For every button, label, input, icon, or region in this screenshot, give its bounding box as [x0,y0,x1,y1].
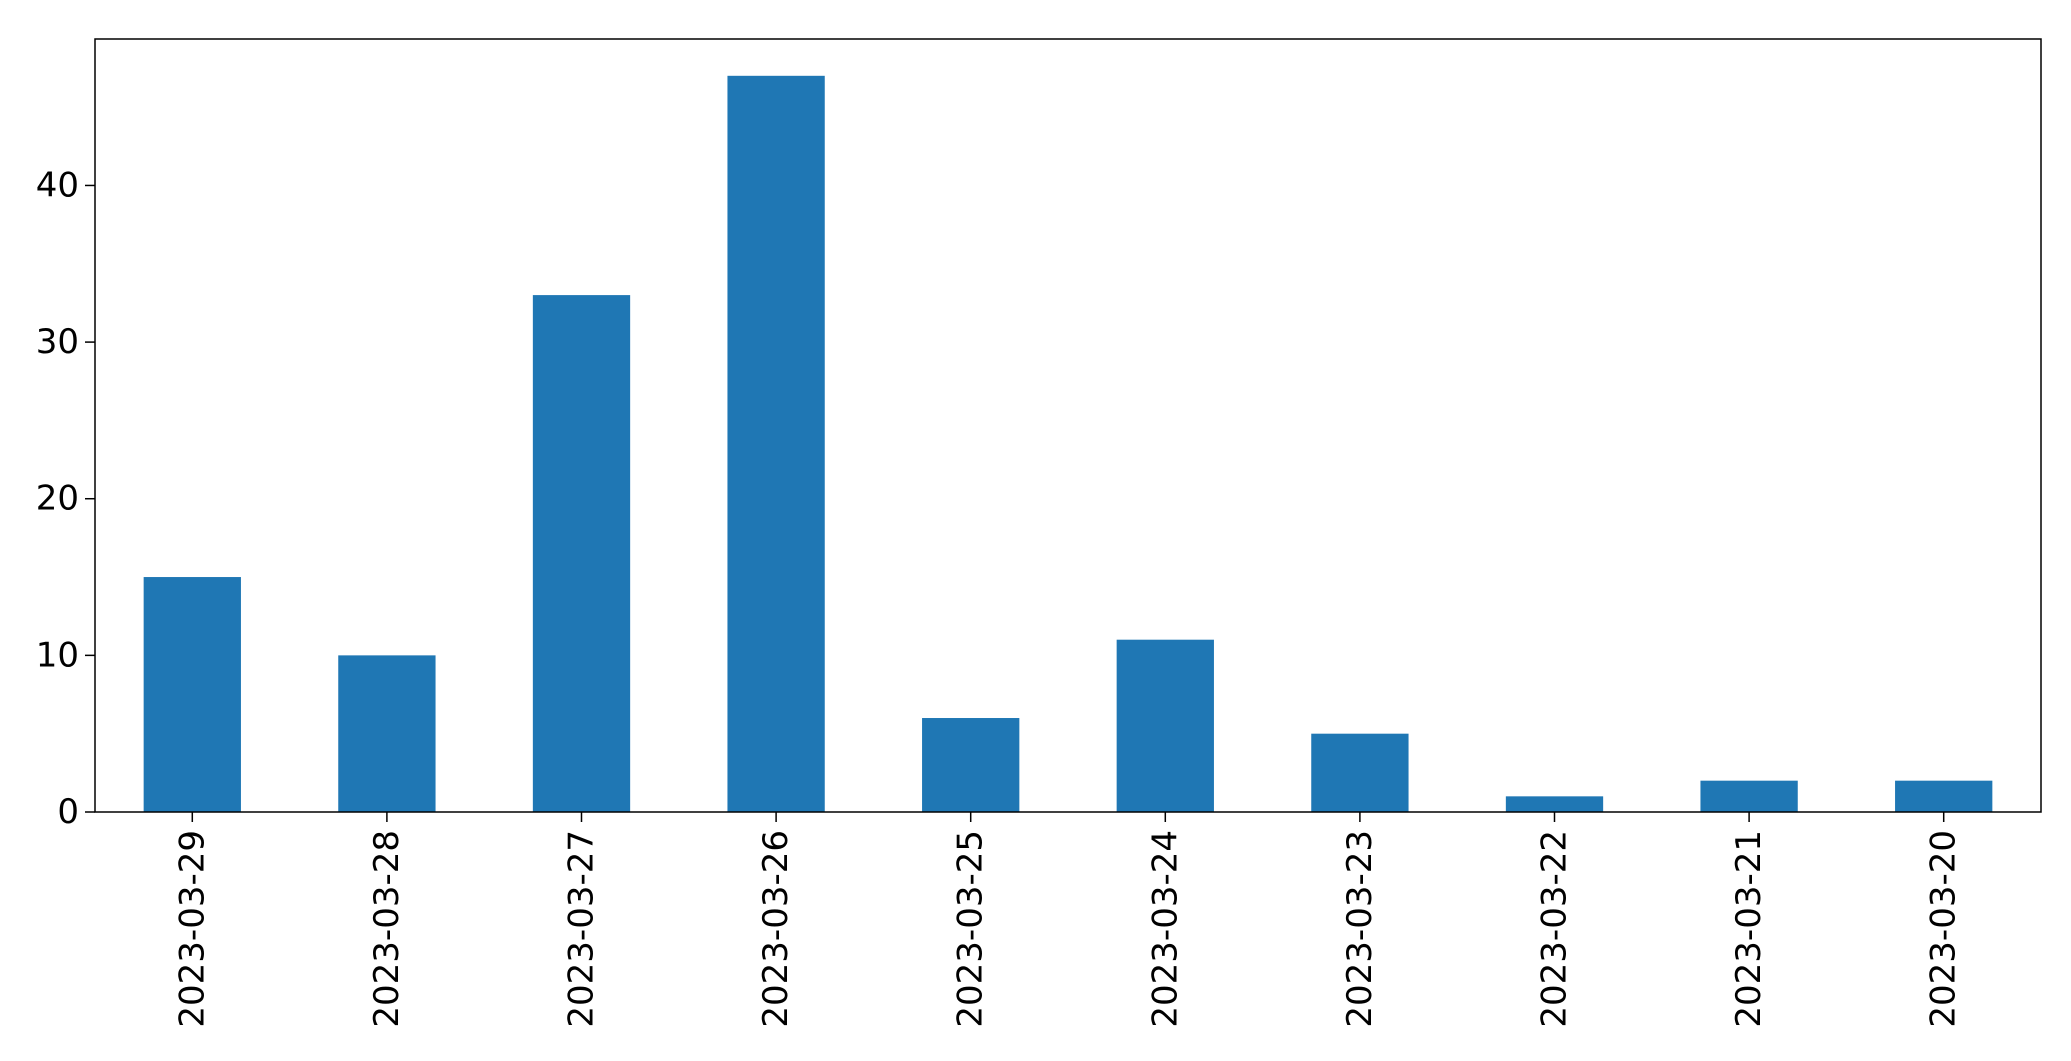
y-axis: 0 10 20 30 40 [36,165,95,832]
x-tick-label: 2023-03-24 [1145,830,1185,1028]
bar [532,295,631,812]
bar [1700,780,1798,812]
bar [922,718,1020,812]
bar [1505,796,1604,812]
y-tick-label: 20 [36,479,79,519]
y-tick-label: 0 [57,792,79,832]
x-tick-label: 2023-03-25 [951,830,991,1028]
bar [727,75,825,813]
y-tick-label: 10 [36,635,79,675]
bars-group [143,75,1993,813]
bar [338,655,436,812]
bar [1311,733,1409,812]
x-tick-label: 2023-03-20 [1924,830,1964,1028]
x-tick-label: 2023-03-26 [756,830,796,1028]
x-tick-label: 2023-03-23 [1340,830,1380,1028]
x-tick-label: 2023-03-29 [172,830,212,1028]
bar [1116,639,1214,812]
plot-frame [94,38,2042,813]
x-tick-label: 2023-03-21 [1729,830,1769,1028]
x-axis: 2023-03-29 2023-03-28 2023-03-27 2023-03-26… [172,812,1964,1028]
x-tick-label: 2023-03-22 [1535,830,1575,1028]
bar [1895,780,1993,812]
bar [143,577,241,812]
x-tick-label: 2023-03-27 [562,830,602,1028]
y-tick-label: 40 [36,165,79,205]
y-tick-label: 30 [36,322,79,362]
x-tick-label: 2023-03-28 [367,830,407,1028]
